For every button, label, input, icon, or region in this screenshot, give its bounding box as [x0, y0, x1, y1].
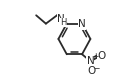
Text: H: H [60, 18, 66, 27]
Text: N: N [78, 19, 86, 29]
Text: +: + [92, 52, 99, 61]
Text: O: O [97, 51, 106, 61]
Text: −: − [93, 64, 99, 73]
Text: N: N [87, 56, 94, 66]
Text: O: O [88, 66, 96, 76]
Text: N: N [57, 14, 64, 24]
